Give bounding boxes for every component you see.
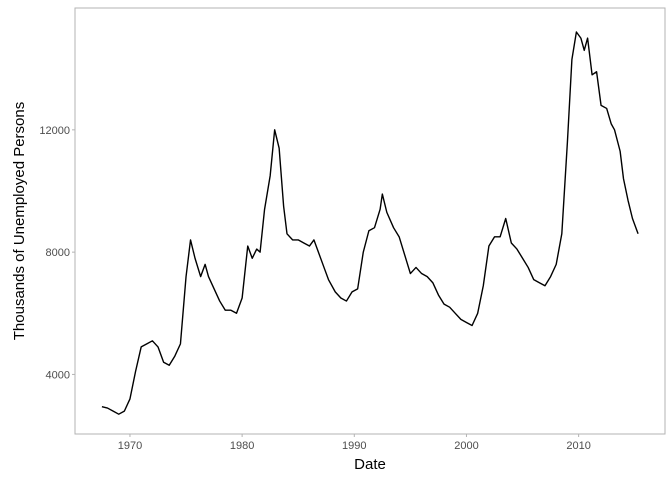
x-tick-label: 2000 [454, 440, 478, 452]
x-tick-label: 1980 [230, 440, 254, 452]
data-line [101, 31, 639, 415]
x-tick-label: 1990 [342, 440, 366, 452]
x-tick-label: 1970 [118, 440, 142, 452]
y-axis-title: Thousands of Unemployed Persons [11, 102, 28, 340]
y-tick-label: 8000 [46, 247, 70, 259]
x-axis-title: Date [354, 456, 386, 473]
y-tick-label: 12000 [39, 125, 70, 137]
panel-border [74, 7, 666, 435]
x-tick-label: 2010 [566, 440, 590, 452]
y-tick-label: 4000 [46, 369, 70, 381]
